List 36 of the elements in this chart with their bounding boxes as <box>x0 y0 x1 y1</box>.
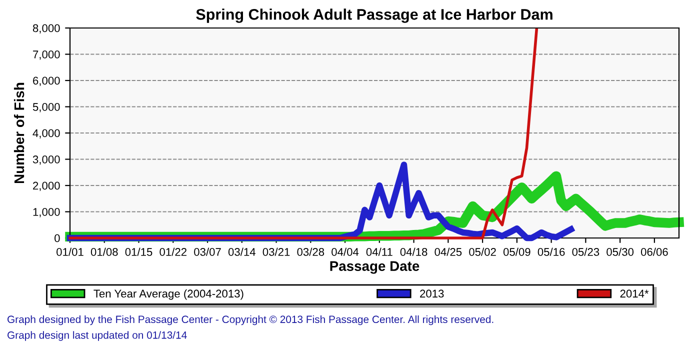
x-tick-label: 01/22 <box>160 248 186 256</box>
chart-title: Spring Chinook Adult Passage at Ice Harbor Dam <box>196 8 552 23</box>
x-axis-title: Passage Date <box>330 261 420 274</box>
x-tick-label: 01/08 <box>90 248 118 256</box>
y-tick-label: 5,000 <box>32 103 60 112</box>
y-tick-label: 1,000 <box>33 208 60 218</box>
x-tick-label: 05/02 <box>469 248 496 256</box>
text: Graph designed by the Fish Passage Center - Copyright © 2013 Fish Passage Center. All rights reserved. <box>8 315 494 326</box>
x-tick-label: 04/25 <box>434 248 462 256</box>
x-tick-label: 06/06 <box>640 248 668 256</box>
x-tick-label: 03/07 <box>194 248 221 256</box>
y-tick-label: 3,000 <box>32 156 60 165</box>
x-tick-label: 01/15 <box>125 248 152 256</box>
x-tick-label: 03/28 <box>297 248 324 256</box>
legend-label: 2014* <box>620 290 649 298</box>
y-tick-label: 2,000 <box>33 182 60 191</box>
y-axis-title: Number of Fish <box>14 82 24 183</box>
x-tick-label: 03/14 <box>228 248 256 256</box>
y-tick-label: 0 <box>54 234 60 242</box>
x-tick-label: 04/04 <box>332 248 359 256</box>
legend-label: Ten Year Average (2004-2013) <box>94 289 244 300</box>
x-tick-label: 05/16 <box>538 248 565 256</box>
y-tick-label: 6,000 <box>33 76 60 86</box>
x-tick-label: 05/30 <box>606 248 634 256</box>
y-tick-label: 7,000 <box>33 50 60 60</box>
line-series <box>68 28 538 240</box>
text: Graph design last updated on 01/13/14 <box>8 331 187 341</box>
x-tick-label: 05/23 <box>572 248 600 256</box>
x-tick-label: 05/09 <box>503 248 530 256</box>
x-tick-label: 01/01 <box>56 248 84 256</box>
y-tick-label: 4,000 <box>32 129 60 138</box>
x-tick-label: 04/11 <box>366 248 392 256</box>
x-tick-label: 04/18 <box>400 248 428 256</box>
legend-label: 2013 <box>420 290 444 298</box>
x-tick-label: 03/21 <box>262 248 290 256</box>
y-tick-label: 8,000 <box>32 24 60 34</box>
